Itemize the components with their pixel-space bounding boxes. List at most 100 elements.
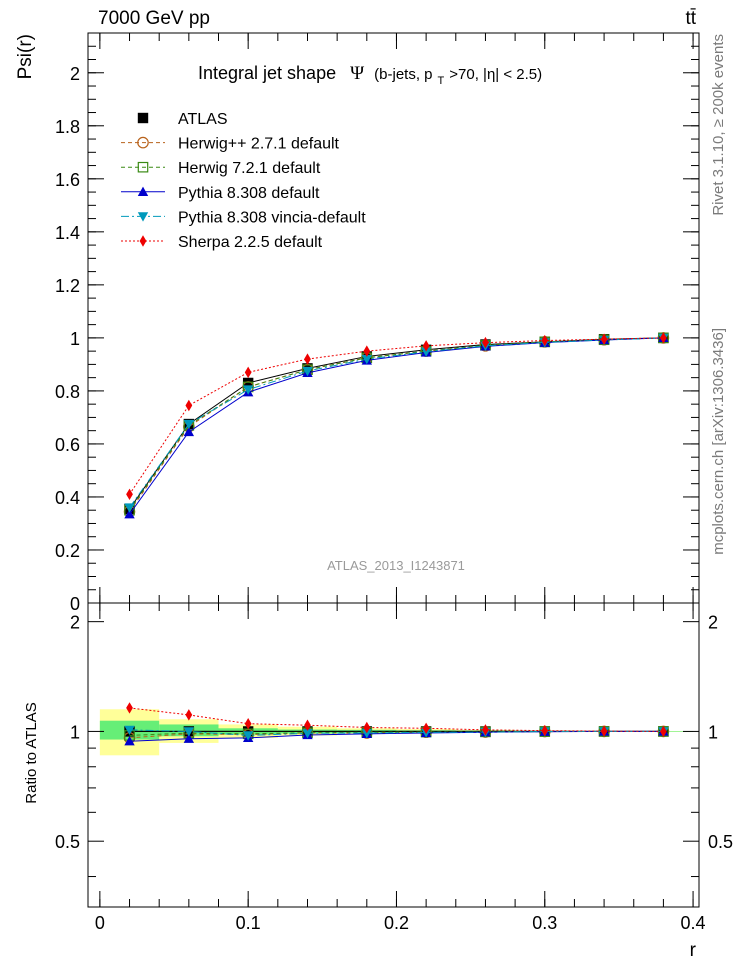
ratio-point-4-0 xyxy=(124,725,135,736)
legend: ATLAS Herwig++ 2.7.1 default Herwig 7.2.1 … xyxy=(121,111,366,251)
x-axis-label: r xyxy=(690,940,697,961)
ratio-point-5-8 xyxy=(600,725,608,737)
xtick-label-0: 0 xyxy=(95,913,105,933)
ratio-point-5-1 xyxy=(185,709,193,721)
main-series-5 xyxy=(126,332,667,501)
main-y-ticks: 0 0.2 0.4 0.6 0.8 1 1.2 1.4 1.6 1.8 2 xyxy=(55,32,699,614)
legend-label-0: ATLAS xyxy=(178,111,228,128)
ratio-point-5-2 xyxy=(244,717,252,730)
mcplots-reference-label: mcplots.cern.ch [arXiv:1306.3436] xyxy=(710,328,727,555)
main-ytick-label-1: 0.2 xyxy=(55,541,80,561)
main-ytick-label-8: 1.6 xyxy=(55,170,80,190)
main-ytick-label-6: 1.2 xyxy=(55,276,80,296)
legend-label-4: Pythia 8.308 vincia-default xyxy=(178,209,366,226)
main-series-line-4 xyxy=(129,337,664,508)
legend-marker-3 xyxy=(137,186,149,196)
main-ytick-label-2: 0.4 xyxy=(55,488,80,508)
ratio-series-line-5 xyxy=(129,707,664,732)
ratio-series-3 xyxy=(124,726,669,746)
main-panel: 0 0.2 0.4 0.6 0.8 1 1.2 1.4 1.6 1.8 2 Psi(r) Integ… xyxy=(15,32,700,614)
legend-entry-5: Sherpa 2.2.5 default xyxy=(121,234,323,251)
ratio-y-ticks: 0.5 0.5 1 1 2 2 xyxy=(55,613,733,878)
main-ytick-label-7: 1.4 xyxy=(55,223,80,243)
main-point-3-0 xyxy=(124,508,135,519)
main-ytick-label-9: 1.8 xyxy=(55,117,80,137)
main-ytick-label-4: 0.8 xyxy=(55,382,80,402)
main-series-1 xyxy=(123,332,670,518)
title-psi-symbol: Ψ xyxy=(350,63,364,84)
legend-marker-0 xyxy=(137,112,149,124)
ratio-y-axis-label: Ratio to ATLAS xyxy=(23,702,40,803)
legend-label-2: Herwig 7.2.1 default xyxy=(178,160,321,177)
ratio-point-5-0 xyxy=(126,702,133,714)
main-series-2 xyxy=(124,332,669,516)
rivet-version-label: Rivet 3.1.10, ≥ 200k events xyxy=(710,34,727,216)
ratio-series-4 xyxy=(124,725,669,741)
ratio-ytick-label-right-2: 2 xyxy=(708,613,718,633)
main-ytick-label-3: 0.6 xyxy=(55,435,80,455)
main-point-5-4 xyxy=(363,345,371,357)
title-end: >70, |η| < 2.5) xyxy=(449,66,542,83)
ratio-ytick-label-right-0: 0.5 xyxy=(708,832,733,852)
legend-marker-4 xyxy=(137,212,149,222)
legend-entry-2: Herwig 7.2.1 default xyxy=(121,160,321,177)
ratio-ytick-label-right-1: 1 xyxy=(708,722,718,742)
ratio-panel: 0.5 0.51 12 2 0 0.1 0.2 0.3 0.4 Ratio to ATLAS … xyxy=(23,602,733,961)
main-y-axis-label: Psi(r) xyxy=(15,34,36,79)
main-point-4-5 xyxy=(420,347,432,357)
ratio-point-5-7 xyxy=(541,724,549,737)
main-point-4-3 xyxy=(302,366,313,377)
main-point-4-2 xyxy=(242,385,254,395)
legend-entry-0: ATLAS xyxy=(137,111,228,128)
ratio-point-3-1 xyxy=(183,733,195,743)
legend-marker-1 xyxy=(137,136,149,149)
main-series-0 xyxy=(124,332,669,515)
main-ytick-label-10: 2 xyxy=(70,64,80,84)
main-ytick-label-5: 1 xyxy=(70,329,80,349)
main-point-4-1 xyxy=(183,419,195,430)
ratio-point-4-2 xyxy=(242,731,254,741)
xtick-label-4: 0.4 xyxy=(681,913,706,933)
main-point-5-2 xyxy=(244,366,252,379)
main-series-layer xyxy=(123,332,670,519)
legend-entry-3: Pythia 8.308 default xyxy=(121,185,320,202)
main-series-line-2 xyxy=(129,337,664,511)
header-left-label: 7000 GeV pp xyxy=(98,8,210,29)
ratio-point-5-5 xyxy=(422,722,430,735)
analysis-watermark: ATLAS_2013_I1243871 xyxy=(327,558,465,573)
ratio-series-line-4 xyxy=(129,729,664,736)
ratio-series-line-3 xyxy=(129,730,664,742)
xtick-label-3: 0.3 xyxy=(532,913,557,933)
legend-entry-1: Herwig++ 2.7.1 default xyxy=(121,136,340,153)
ratio-x-ticks: 0 0.1 0.2 0.3 0.4 xyxy=(95,603,706,933)
ratio-series-layer xyxy=(123,702,670,746)
ratio-point-5-9 xyxy=(660,725,667,738)
ratio-point-4-3 xyxy=(302,729,313,739)
legend-label-1: Herwig++ 2.7.1 default xyxy=(178,136,340,153)
legend-marker-2 xyxy=(137,161,149,173)
main-point-4-0 xyxy=(124,503,135,513)
main-point-5-6 xyxy=(482,336,489,349)
legend-label-5: Sherpa 2.2.5 default xyxy=(178,234,323,251)
main-point-5-0 xyxy=(126,488,133,501)
main-series-line-5 xyxy=(129,337,664,495)
ratio-point-3-0 xyxy=(124,736,135,746)
main-series-line-3 xyxy=(129,337,664,515)
main-series-3 xyxy=(124,332,669,519)
main-point-3-1 xyxy=(183,426,195,437)
ratio-point-5-6 xyxy=(482,724,489,736)
xtick-label-1: 0.1 xyxy=(236,913,261,933)
main-series-line-1 xyxy=(129,337,664,512)
main-point-4-4 xyxy=(361,354,373,365)
main-point-5-1 xyxy=(185,399,193,412)
title-suffix: (b-jets, p xyxy=(374,66,432,83)
title-subscript: T xyxy=(438,75,445,87)
legend-label-3: Pythia 8.308 default xyxy=(178,185,320,202)
ratio-ytick-label-0: 0.5 xyxy=(55,832,80,852)
main-point-5-8 xyxy=(600,333,608,345)
legend-entry-4: Pythia 8.308 vincia-default xyxy=(121,209,366,226)
main-ytick-label-0: 0 xyxy=(70,594,80,614)
ratio-ytick-label-2: 2 xyxy=(70,613,80,633)
main-point-5-3 xyxy=(304,353,311,365)
ratio-point-5-3 xyxy=(304,719,311,731)
